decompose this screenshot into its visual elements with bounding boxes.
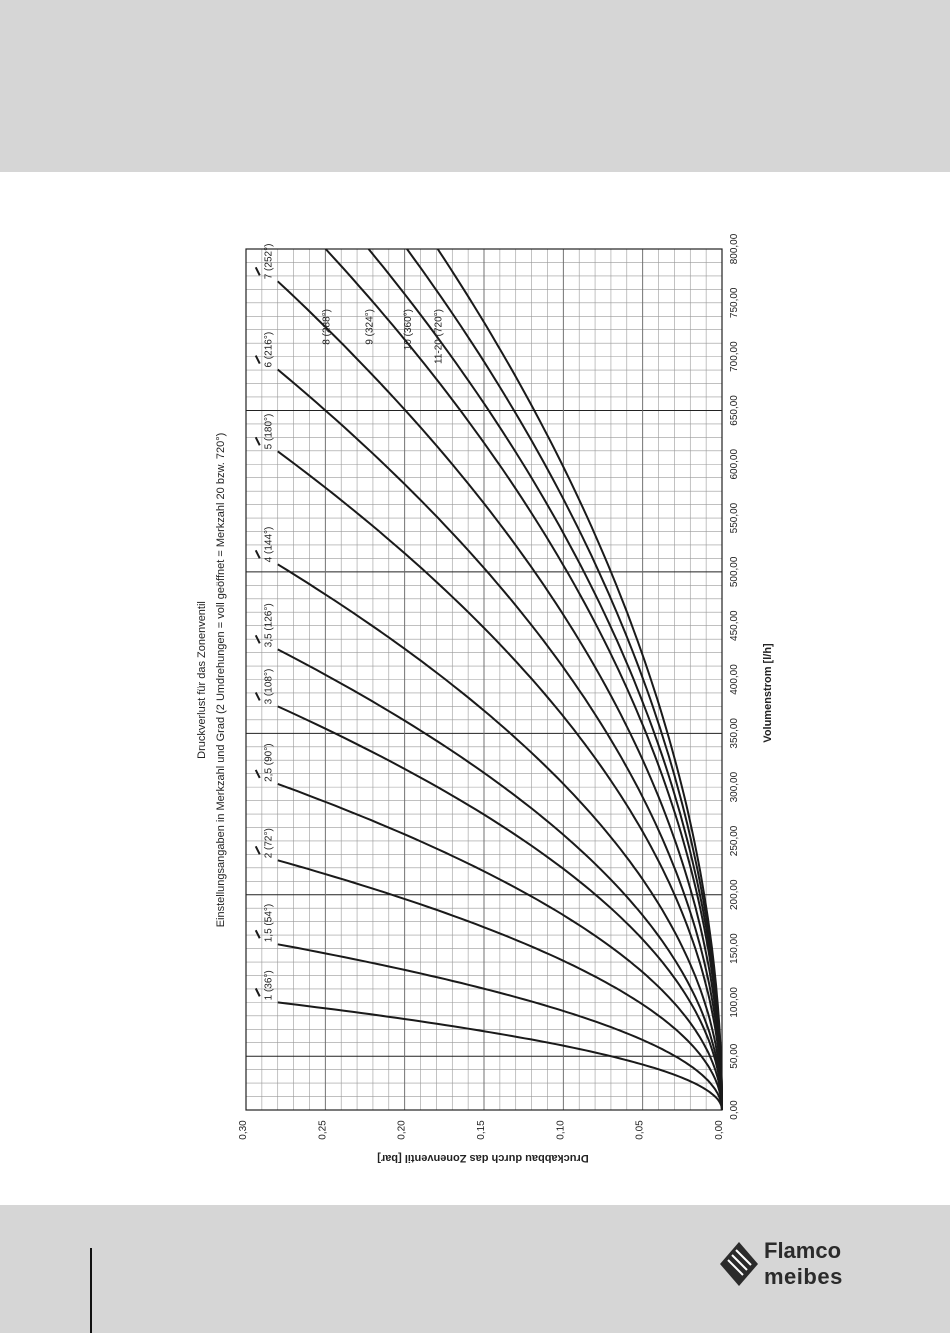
curve-label: 2 (72°) bbox=[264, 828, 275, 858]
curve-end-mark bbox=[254, 691, 261, 701]
curve-label: 7 (252°) bbox=[264, 244, 275, 280]
curve bbox=[277, 782, 723, 1111]
x-tick-label: 750,00 bbox=[729, 287, 740, 318]
x-tick-label: 100,00 bbox=[729, 987, 740, 1018]
series-labels: 1 (36°) 1,5 (54°) 2 (72°) 2,5 (90°) 3 (108°)… bbox=[264, 244, 445, 1001]
x-tick-label: 550,00 bbox=[729, 502, 740, 533]
x-tick-label: 500,00 bbox=[729, 556, 740, 587]
curve bbox=[277, 859, 723, 1111]
curve-label: 3,5 (126°) bbox=[264, 603, 275, 647]
curve-end-mark bbox=[254, 436, 261, 446]
brand-name-line2: meibes bbox=[764, 1264, 843, 1289]
x-tick-label: 50,00 bbox=[729, 1043, 740, 1068]
x-tick-label: 400,00 bbox=[729, 664, 740, 695]
x-tick-labels: 0,00 50,00 100,00 150,00 200,00 250,00 300,00 3… bbox=[729, 233, 740, 1119]
y-tick-label: 0,30 bbox=[238, 1120, 249, 1140]
curve bbox=[277, 943, 723, 1111]
curve-label: 1 (36°) bbox=[264, 970, 275, 1000]
brand-logo[interactable]: Flamco meibes bbox=[718, 1238, 868, 1294]
curve-label: 1,5 (54°) bbox=[264, 904, 275, 942]
y-tick-label: 0,20 bbox=[397, 1120, 408, 1140]
curve-label: 11-20 (720°) bbox=[434, 309, 445, 364]
y-tick-label: 0,00 bbox=[714, 1120, 725, 1140]
curve-end-mark bbox=[254, 987, 261, 997]
x-tick-label: 700,00 bbox=[729, 341, 740, 372]
y-tick-labels: 0,00 0,05 0,10 0,15 0,20 0,25 0,30 bbox=[238, 1120, 725, 1140]
curve-end-mark bbox=[254, 929, 261, 939]
footer-band bbox=[0, 1205, 950, 1333]
x-tick-label: 650,00 bbox=[729, 395, 740, 426]
curve-label: 6 (216°) bbox=[264, 332, 275, 368]
y-tick-label: 0,25 bbox=[317, 1120, 328, 1140]
curve bbox=[277, 648, 723, 1111]
curve bbox=[324, 248, 723, 1110]
curve-label: 4 (144°) bbox=[264, 527, 275, 563]
plot-frame bbox=[245, 248, 723, 1111]
curve-label: 8 (288°) bbox=[322, 309, 333, 345]
curve bbox=[277, 563, 723, 1111]
curve bbox=[277, 368, 723, 1111]
curve bbox=[277, 705, 723, 1111]
curve-label: 3 (108°) bbox=[264, 669, 275, 705]
curve-end-mark bbox=[254, 845, 261, 855]
y-tick-label: 0,15 bbox=[476, 1120, 487, 1140]
x-tick-label: 450,00 bbox=[729, 610, 740, 641]
curve bbox=[277, 450, 723, 1111]
header-band bbox=[0, 0, 950, 172]
curve-label: 2,5 (90°) bbox=[264, 743, 275, 781]
x-tick-label: 300,00 bbox=[729, 771, 740, 802]
brand-name-line1: Flamco bbox=[764, 1238, 842, 1263]
curves bbox=[254, 248, 723, 1111]
x-tick-label: 200,00 bbox=[729, 879, 740, 910]
curve-end-mark bbox=[254, 549, 261, 559]
x-axis-label: Volumenstrom [l/h] bbox=[762, 643, 774, 743]
curve-label: 9 (324°) bbox=[365, 309, 376, 345]
x-tick-label: 0,00 bbox=[729, 1100, 740, 1120]
curve bbox=[277, 1001, 723, 1111]
x-tick-label: 150,00 bbox=[729, 933, 740, 964]
x-tick-label: 800,00 bbox=[729, 233, 740, 264]
flamco-diamond-logo-icon bbox=[720, 1242, 758, 1286]
curve-label: 5 (180°) bbox=[264, 414, 275, 450]
curve bbox=[436, 248, 723, 1110]
curve-end-mark bbox=[254, 266, 261, 276]
curve-end-mark bbox=[254, 355, 261, 364]
curve-end-mark bbox=[254, 769, 261, 779]
y-axis-label: Druckabbau durch das Zonenventil [bar] bbox=[377, 1152, 589, 1164]
x-tick-label: 600,00 bbox=[729, 449, 740, 480]
curve bbox=[277, 280, 723, 1111]
footer-rule bbox=[90, 1248, 92, 1333]
y-tick-label: 0,10 bbox=[555, 1120, 566, 1140]
x-tick-label: 250,00 bbox=[729, 825, 740, 856]
x-tick-label: 350,00 bbox=[729, 718, 740, 749]
y-tick-label: 0,05 bbox=[635, 1120, 646, 1140]
chart-title: Druckverlust für das Zonenventil bbox=[196, 601, 208, 759]
curve-label: 10 (360°) bbox=[403, 309, 414, 350]
curve-end-mark bbox=[254, 634, 261, 644]
chart-subtitle: Einstellungsangaben in Merkzahl und Grad… bbox=[215, 433, 227, 928]
